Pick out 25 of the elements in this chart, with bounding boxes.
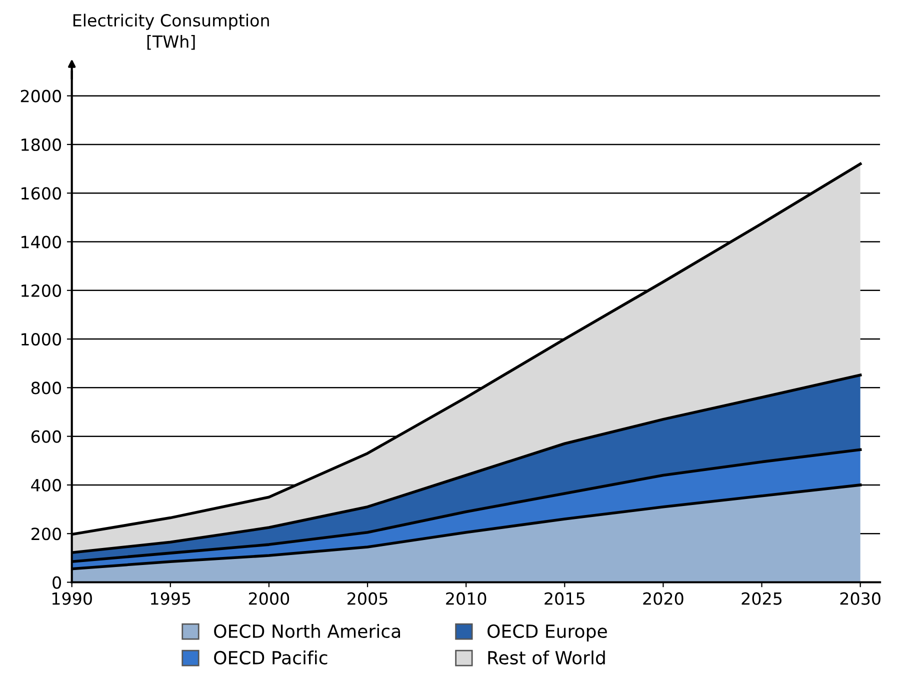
y-tick-label: 1800 xyxy=(22,138,62,152)
legend-label: Rest of World xyxy=(488,650,605,665)
legend-label: OECD North America xyxy=(214,624,400,638)
x-tick-label: 2025 xyxy=(742,592,782,605)
y-tick-label: 2000 xyxy=(20,90,62,102)
y-tick-label: 200 xyxy=(32,528,62,540)
y-tick-label: 1600 xyxy=(22,187,62,200)
x-tick-label: 2030 xyxy=(840,592,880,605)
x-tick-label: 2015 xyxy=(544,592,584,605)
y-tick-label: 1400 xyxy=(22,236,62,248)
y-axis-title: Electricity Consumption [TWh] xyxy=(73,14,269,50)
x-tick-label: 1990 xyxy=(52,592,92,605)
y-tick-label: 0 xyxy=(52,576,62,589)
legend-label: OECD Europe xyxy=(488,624,607,642)
y-tick-label: 800 xyxy=(31,382,62,394)
y-tick-label: 400 xyxy=(31,478,62,492)
x-tick-label: 2020 xyxy=(643,592,684,605)
y-tick-label: 1200 xyxy=(22,284,62,297)
x-tick-label: 2010 xyxy=(446,592,486,605)
x-tick-label: 2005 xyxy=(348,592,388,605)
x-tick-label: 2000 xyxy=(248,592,290,605)
y-tick-label: 600 xyxy=(31,430,62,443)
x-tick-label: 1995 xyxy=(151,592,190,605)
legend-label: OECD Pacific xyxy=(214,650,328,665)
y-tick-label: 1000 xyxy=(22,333,62,346)
